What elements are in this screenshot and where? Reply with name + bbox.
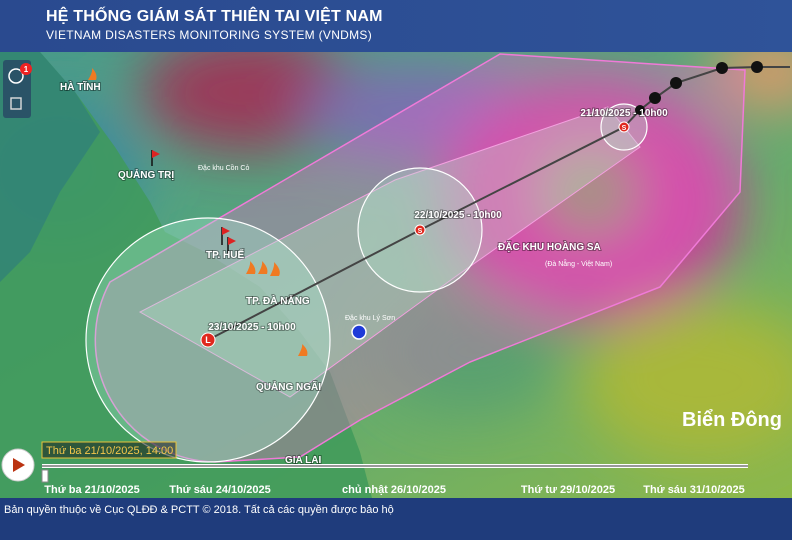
timeline: Thứ ba 21/10/2025, 14:00 Thứ ba 21/10/20…	[1, 441, 748, 496]
timeline-tick-label: Thứ ba 21/10/2025	[44, 484, 139, 496]
land	[0, 52, 372, 498]
past-positions	[635, 61, 763, 115]
storm-marker	[200, 332, 216, 348]
badge-count: 1	[24, 65, 29, 74]
station-icon[interactable]	[351, 324, 367, 340]
map-label: ĐẶC KHU HOÀNG SA	[498, 240, 601, 253]
footer: Bản quyền thuộc về Cục QLĐĐ & PCTT © 201…	[0, 498, 792, 540]
timeline-tick-label: Thứ tư 29/10/2025	[521, 484, 615, 496]
map-label: Đặc khu Lý Sơn	[345, 315, 395, 322]
map-label: QUẢNG TRỊ	[118, 168, 174, 181]
timeline-tick-label: Thứ sáu 31/10/2025	[643, 484, 745, 496]
risk-zone-outer	[94, 53, 746, 463]
current-time: Thứ ba 21/10/2025, 14:00	[46, 445, 173, 457]
risk-cone	[138, 106, 641, 398]
timeline-tick-label: Thứ sáu 24/10/2025	[169, 484, 271, 496]
header-title: HỆ THỐNG GIÁM SÁT THIÊN TAI VIỆT NAM	[46, 8, 383, 25]
storm-label: 22/10/2025 - 10h00	[414, 210, 502, 221]
map-label: GIA LAI	[285, 455, 322, 466]
toolbar: 1	[3, 60, 32, 118]
storm-marker	[414, 224, 426, 236]
badge	[20, 63, 32, 75]
fire-icons	[88, 68, 308, 356]
current-time-box	[41, 441, 177, 459]
timeline-tick-label: chủ nhật 26/10/2025	[342, 484, 446, 496]
storm-symbol: L	[205, 335, 211, 345]
timeline-handle[interactable]	[41, 469, 49, 483]
storm-label: 21/10/2025 - 10h00	[580, 108, 668, 119]
storm-label: 23/10/2025 - 10h00	[208, 322, 296, 333]
map-label: Đặc khu Cồn Cỏ	[198, 163, 249, 172]
flags	[151, 150, 236, 255]
map-label: QUẢNG NGÃI	[256, 380, 321, 393]
layers-button[interactable]	[8, 68, 24, 84]
map-label: TP. ĐÀ NẴNG	[246, 294, 310, 307]
header-subtitle: VIETNAM DISASTERS MONITORING SYSTEM (VND…	[46, 28, 373, 42]
header: HỆ THỐNG GIÁM SÁT THIÊN TAI VIỆT NAM VIE…	[0, 0, 792, 52]
copyright: Bản quyền thuộc về Cục QLĐĐ & PCTT © 201…	[4, 504, 394, 516]
storm-marker	[618, 121, 630, 133]
storm-symbol: S	[418, 228, 423, 235]
sea-label: Biển Đông	[682, 409, 782, 431]
map-label: HÀ TĨNH	[60, 80, 101, 93]
delete-button[interactable]	[10, 97, 22, 110]
map-label: TP. HUẾ	[206, 248, 244, 261]
map-label: (Đà Nẵng - Việt Nam)	[545, 259, 612, 268]
map[interactable]: S 21/10/2025 - 10h00 S 22/10/2025 - 10h00 L 2…	[0, 52, 792, 498]
storm-symbol: S	[622, 125, 627, 132]
play-icon	[13, 458, 25, 472]
